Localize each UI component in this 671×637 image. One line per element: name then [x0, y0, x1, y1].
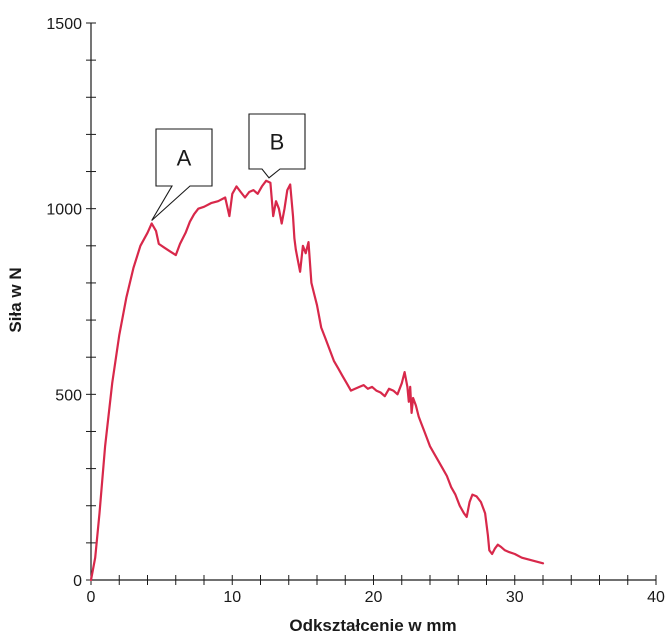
callout-box-a — [151, 128, 213, 221]
x-tick-label: 10 — [223, 589, 241, 606]
callout-box-b — [248, 113, 306, 179]
series-line — [89, 179, 545, 582]
y-tick-label: 0 — [73, 573, 82, 590]
y-axis-title: Siła w N — [6, 267, 25, 332]
y-tick-label: 1500 — [46, 16, 82, 33]
callout-label-b: B — [270, 130, 285, 155]
y-tick-label: 500 — [55, 387, 82, 404]
callout-label-a: A — [177, 146, 192, 171]
y-tick-label: 1000 — [46, 202, 82, 219]
x-tick-label: 30 — [506, 589, 524, 606]
tick-labels: 0 10 20 30 40 0 500 1000 1500 — [46, 16, 665, 606]
series-layer — [89, 179, 545, 582]
x-axis-title: Odkształcenie w mm — [289, 616, 456, 635]
ticks — [86, 22, 657, 585]
x-tick-label: 20 — [365, 589, 383, 606]
x-tick-label: 40 — [647, 589, 665, 606]
x-tick-label: 0 — [87, 589, 96, 606]
axes — [90, 23, 656, 581]
callouts: AB — [151, 113, 306, 221]
